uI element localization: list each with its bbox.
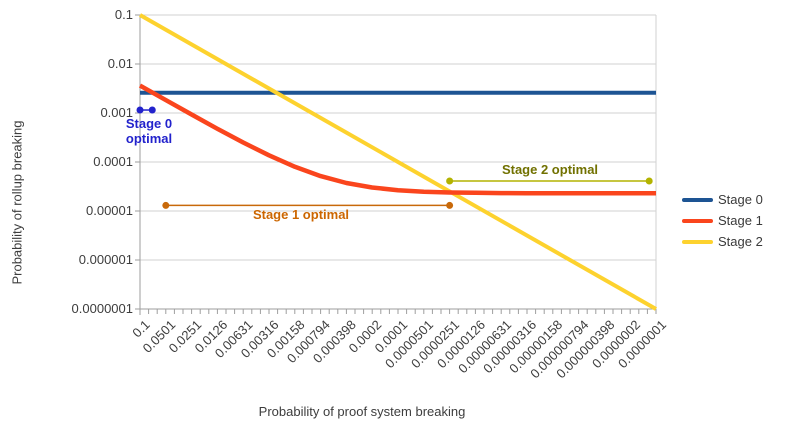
y-tick-label: 0.1 bbox=[114, 7, 133, 22]
stage-2-line-swatch bbox=[682, 239, 713, 244]
legend-item-stage-0: Stage 0 bbox=[682, 189, 763, 210]
legend-item-stage-1: Stage 1 bbox=[682, 210, 763, 231]
y-tick-label: 0.000001 bbox=[78, 252, 133, 267]
series-line-stage-2 bbox=[139, 13, 657, 311]
stage-1-line-swatch bbox=[682, 218, 713, 223]
legend-item-stage-2: Stage 2 bbox=[682, 231, 763, 252]
stage-0-line-swatch bbox=[682, 197, 713, 202]
x-axis-title: Probability of proof system breaking bbox=[258, 404, 466, 419]
y-tick-label: 0.00001 bbox=[86, 203, 133, 218]
annotation-endpoint-dot-1 bbox=[162, 201, 170, 209]
stage-1-optimal-annotation: Stage 1 optimal bbox=[252, 207, 350, 222]
y-tick-label: 0.01 bbox=[107, 56, 133, 71]
stage-2-optimal-annotation: Stage 2 optimal bbox=[501, 162, 599, 177]
annotation-endpoint-dot-2 bbox=[645, 177, 653, 185]
annotation-endpoint-dot-2 bbox=[446, 177, 454, 185]
annotation-endpoint-dot-0 bbox=[148, 106, 156, 114]
y-tick-label: 0.0000001 bbox=[71, 301, 133, 316]
y-tick-label: 0.0001 bbox=[93, 154, 133, 169]
annotation-endpoint-dot-0 bbox=[136, 106, 144, 114]
legend-label-stage-2: Stage 2 bbox=[718, 234, 763, 249]
series-line-stage-1 bbox=[138, 83, 656, 196]
stage-0-optimal-annotation: Stage 0 optimal bbox=[125, 116, 173, 146]
y-axis-title: Probability of rollup breaking bbox=[9, 120, 25, 285]
legend-label-stage-1: Stage 1 bbox=[718, 213, 763, 228]
y-tick-label: 0.001 bbox=[100, 105, 133, 120]
legend-label-stage-0: Stage 0 bbox=[718, 192, 763, 207]
annotation-endpoint-dot-1 bbox=[446, 201, 454, 209]
legend: Stage 0 Stage 1 Stage 2 bbox=[682, 189, 763, 252]
